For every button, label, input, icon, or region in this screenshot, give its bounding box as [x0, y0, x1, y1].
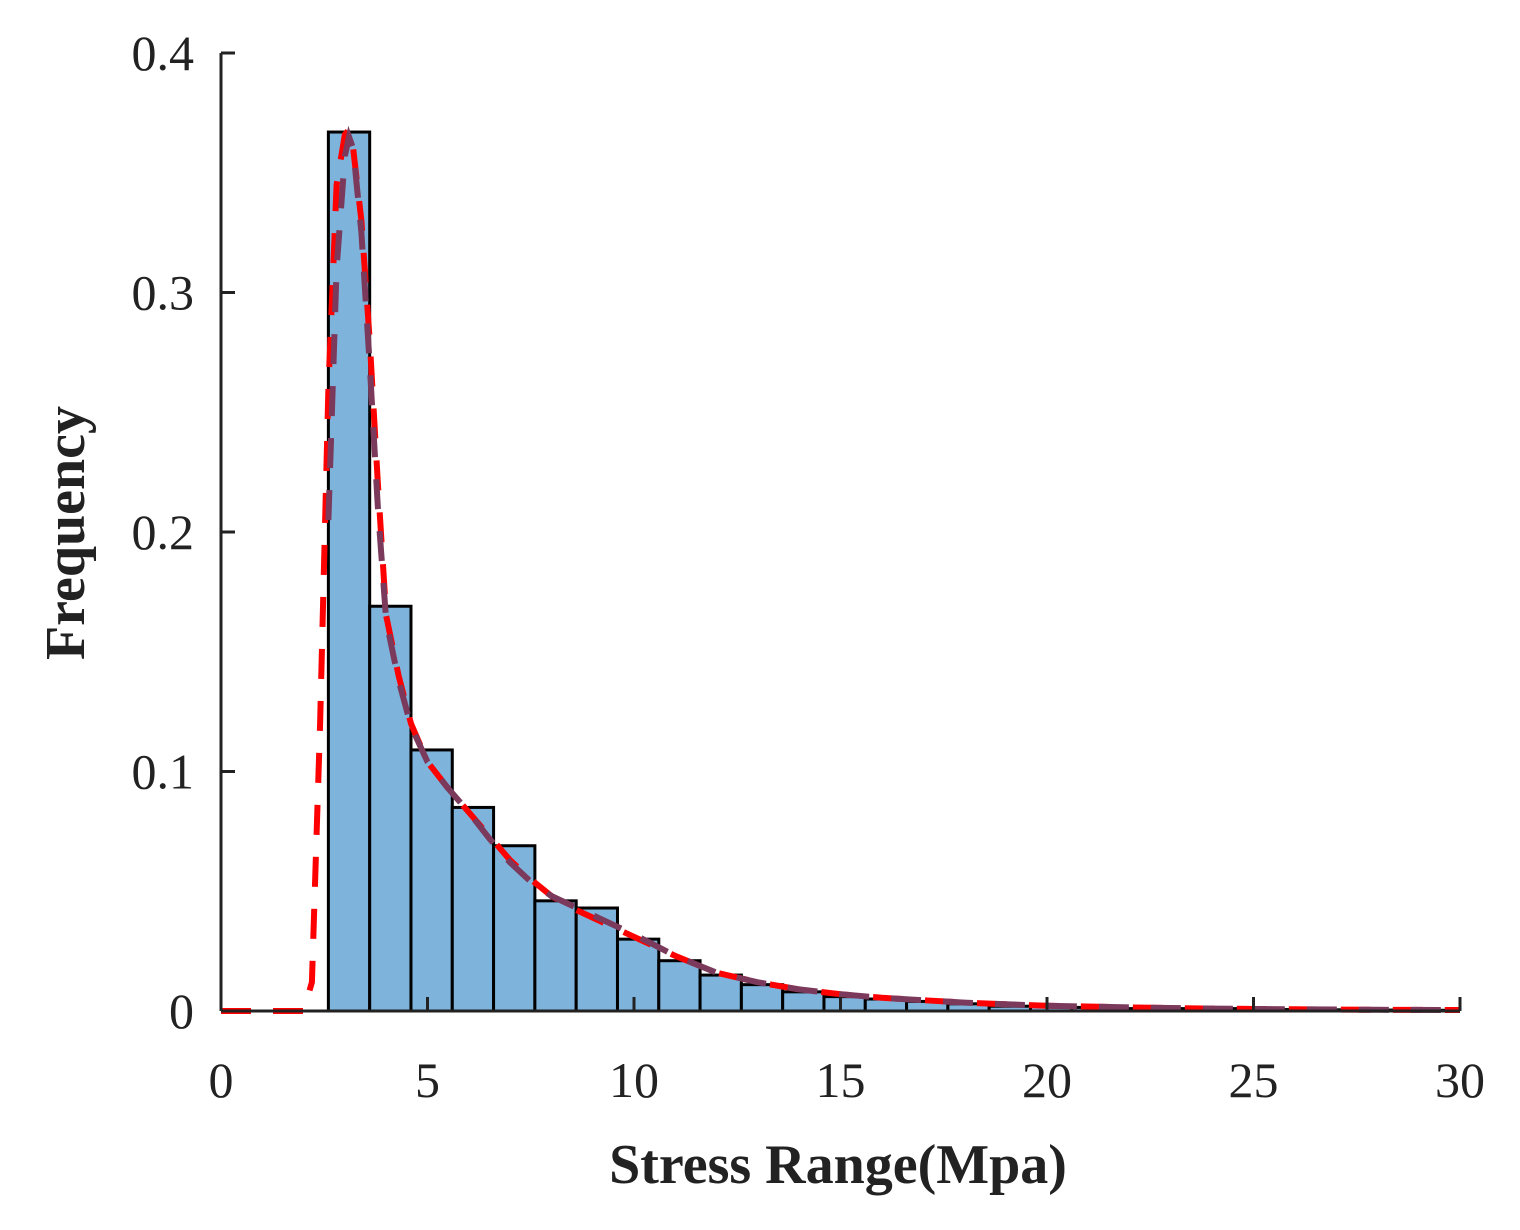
histogram-bar [368, 604, 413, 1013]
x-tick-label: 15 [816, 1052, 866, 1108]
y-tick-label: 0 [169, 983, 194, 1039]
x-tick-label: 0 [209, 1052, 234, 1108]
histogram-bar [492, 844, 537, 1013]
histogram-bar [739, 983, 785, 1013]
y-tick-label: 0.2 [132, 504, 195, 560]
x-tick-label: 30 [1435, 1052, 1485, 1108]
fit-purple-line [325, 125, 1461, 1013]
histogram-bar [781, 990, 826, 1013]
x-tick-label: 5 [415, 1052, 440, 1108]
x-tick-label: 20 [1022, 1052, 1072, 1108]
x-tick-label: 10 [609, 1052, 659, 1108]
histogram-bar [533, 899, 578, 1013]
histogram-bar [615, 937, 661, 1013]
histogram-bar [698, 973, 743, 1013]
histogram-bars [326, 130, 1445, 1013]
histogram-bar [657, 959, 702, 1013]
y-tick-label: 0.4 [132, 25, 195, 81]
fit-curves [221, 123, 1461, 1014]
axes [219, 51, 1462, 1013]
x-axis-title: Stress Range(Mpa) [609, 1134, 1067, 1196]
y-tick-label: 0.3 [132, 265, 195, 321]
y-tick-label: 0.1 [132, 744, 195, 800]
x-tick-label: 25 [1229, 1052, 1279, 1108]
y-axis-title: Frequency [35, 406, 97, 660]
fit-red-line [221, 123, 1461, 1014]
tick-labels: 0 5 10 15 20 25 30 0 0.1 0.2 0.3 0.4 [132, 25, 1486, 1108]
